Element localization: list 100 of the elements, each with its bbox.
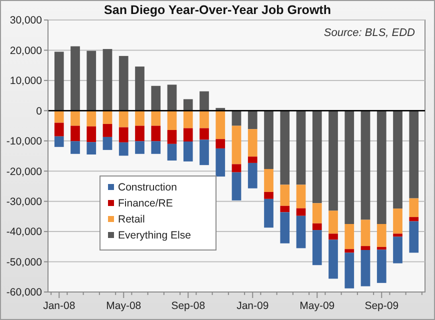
bar: [312, 230, 322, 266]
x-tick-label: Jan-08: [43, 300, 76, 312]
bar: [167, 84, 177, 111]
bar: [393, 236, 402, 264]
bar: [376, 246, 386, 250]
bar: [264, 168, 274, 192]
y-tick-label: -40,000: [6, 226, 42, 238]
bar: [344, 249, 354, 253]
y-tick-label: 30,000: [10, 14, 42, 27]
bar: [393, 234, 402, 237]
bar: [393, 208, 402, 234]
bar: [296, 216, 306, 248]
y-tick-label: 20,000: [10, 44, 42, 57]
bar: [151, 141, 161, 154]
bar: [248, 156, 258, 163]
bar: [86, 142, 96, 154]
bar: [312, 223, 322, 230]
bar: [216, 110, 226, 140]
y-tick-label: -10,000: [6, 136, 42, 148]
bar: [86, 50, 96, 111]
bar: [216, 139, 226, 148]
legend-label: Retail: [118, 214, 145, 226]
annotation: Source: BLS, EDD: [324, 27, 416, 39]
bar: [248, 162, 258, 188]
y-tick-label: 0: [36, 105, 42, 118]
bar: [264, 198, 274, 228]
bar: [167, 110, 177, 130]
bar: [167, 144, 177, 161]
bar: [360, 220, 370, 246]
bar: [70, 110, 80, 126]
bar: [312, 110, 322, 204]
x-tick-label: Sep-09: [364, 300, 399, 312]
bar: [280, 212, 290, 244]
bar: [409, 198, 419, 218]
bar: [135, 110, 144, 126]
legend-label: Everything Else: [118, 230, 192, 242]
bar: [70, 141, 80, 154]
bar: [328, 110, 338, 211]
bar: [200, 128, 209, 140]
bar: [296, 184, 306, 208]
y-tick-label: 10,000: [10, 75, 42, 88]
bar: [328, 234, 338, 240]
bar: [312, 203, 322, 224]
bar: [232, 164, 242, 172]
legend-label: Finance/RE: [118, 198, 173, 210]
bar: [360, 110, 370, 220]
y-tick-label: -60,000: [6, 286, 42, 299]
bar: [376, 110, 386, 224]
x-tick-label: May-08: [106, 300, 142, 312]
bar: [200, 91, 209, 111]
bar: [409, 110, 419, 198]
bar: [344, 110, 354, 224]
bar: [183, 110, 193, 128]
bar: [232, 110, 242, 126]
bar: [135, 66, 144, 111]
bar: [118, 56, 128, 111]
bar: [344, 252, 354, 288]
bar: [151, 86, 161, 111]
bar: [86, 126, 96, 142]
y-tick-label: -20,000: [6, 166, 42, 178]
bar: [360, 250, 370, 286]
bar: [376, 250, 386, 283]
y-tick-label: -30,000: [6, 196, 42, 208]
bar: [135, 141, 144, 154]
bar: [54, 136, 64, 147]
bar: [151, 126, 161, 142]
x-tick-label: May-09: [300, 300, 335, 312]
bar: [183, 141, 193, 162]
bar: [183, 128, 193, 142]
bar: [102, 124, 112, 137]
bar: [151, 110, 161, 126]
x-tick-label: Sep-08: [171, 300, 206, 312]
bar: [86, 110, 96, 126]
bar: [360, 246, 370, 250]
bar: [296, 110, 306, 185]
bar: [296, 208, 306, 216]
bar: [200, 140, 209, 166]
bar: [264, 110, 274, 169]
bar: [102, 49, 112, 111]
bar: [167, 130, 177, 144]
bar: [70, 126, 80, 142]
bar: [118, 127, 128, 142]
bar: [232, 126, 242, 164]
bar: [280, 184, 290, 206]
bar: [232, 172, 242, 200]
bar: [409, 217, 419, 222]
bar: [54, 52, 64, 111]
bar: [135, 126, 144, 142]
chart-title: San Diego Year-Over-Year Job Growth: [104, 3, 331, 17]
bar: [54, 110, 64, 123]
bar: [183, 99, 193, 111]
bar: [393, 110, 402, 209]
bar: [216, 148, 226, 177]
bar: [102, 136, 112, 150]
legend-label: Construction: [118, 182, 178, 194]
bar: [200, 110, 209, 128]
bar: [102, 110, 112, 124]
bar: [248, 129, 258, 157]
y-tick-label: -50,000: [6, 256, 42, 268]
bar: [248, 110, 258, 130]
